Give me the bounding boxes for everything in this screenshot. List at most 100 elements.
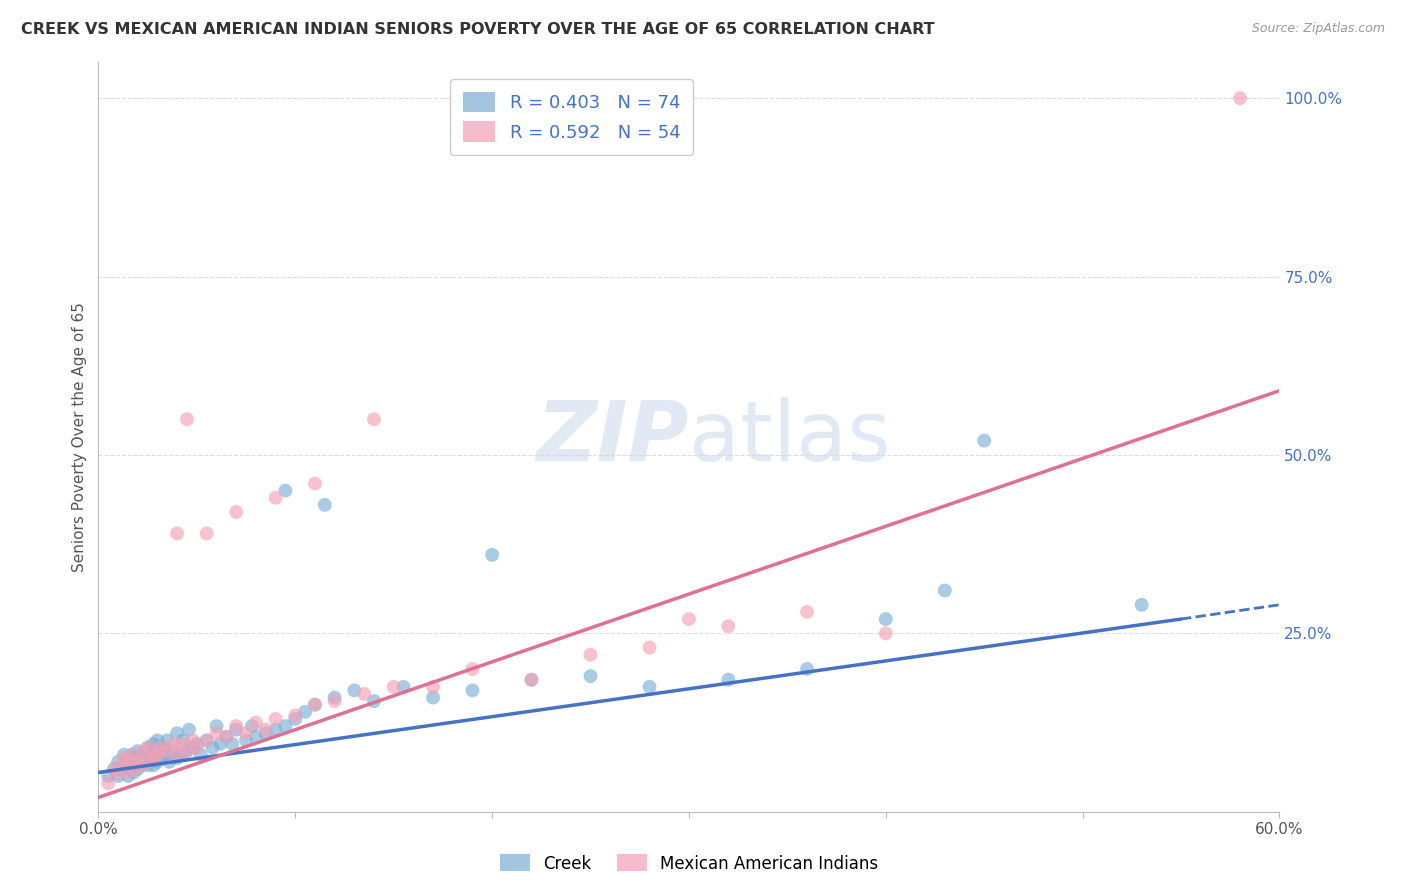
Point xyxy=(170,747,193,762)
Point xyxy=(323,690,346,705)
Point xyxy=(176,412,198,426)
Point xyxy=(166,526,188,541)
Point xyxy=(166,751,188,765)
Point xyxy=(875,612,897,626)
Point xyxy=(103,762,125,776)
Point xyxy=(127,755,149,769)
Point xyxy=(717,673,740,687)
Point xyxy=(117,755,139,769)
Point xyxy=(181,740,204,755)
Point xyxy=(186,740,208,755)
Point xyxy=(195,733,218,747)
Y-axis label: Seniors Poverty Over the Age of 65: Seniors Poverty Over the Age of 65 xyxy=(72,302,87,572)
Point xyxy=(195,733,218,747)
Point xyxy=(122,762,145,776)
Point xyxy=(131,747,153,762)
Point xyxy=(235,726,257,740)
Point xyxy=(254,723,277,737)
Point xyxy=(176,744,198,758)
Point xyxy=(138,740,160,755)
Point xyxy=(796,605,818,619)
Point xyxy=(107,755,129,769)
Text: atlas: atlas xyxy=(689,397,890,477)
Point xyxy=(172,733,194,747)
Point xyxy=(343,683,366,698)
Point xyxy=(422,680,444,694)
Point xyxy=(264,723,287,737)
Text: ZIP: ZIP xyxy=(536,397,689,477)
Point xyxy=(254,726,277,740)
Point xyxy=(131,758,153,772)
Point xyxy=(177,723,200,737)
Point xyxy=(117,769,139,783)
Point xyxy=(284,712,307,726)
Point xyxy=(136,740,159,755)
Point xyxy=(579,648,602,662)
Point xyxy=(422,690,444,705)
Point xyxy=(284,708,307,723)
Point xyxy=(170,737,193,751)
Point xyxy=(157,755,180,769)
Point xyxy=(97,776,120,790)
Point xyxy=(112,751,135,765)
Point xyxy=(264,491,287,505)
Point xyxy=(215,730,238,744)
Point xyxy=(118,755,141,769)
Point xyxy=(1229,91,1251,105)
Point xyxy=(127,744,149,758)
Point xyxy=(195,526,218,541)
Point xyxy=(225,719,247,733)
Point xyxy=(155,747,177,762)
Point xyxy=(122,751,145,765)
Point xyxy=(132,755,155,769)
Point xyxy=(221,737,243,751)
Point xyxy=(717,619,740,633)
Point xyxy=(323,694,346,708)
Point xyxy=(107,765,129,780)
Point xyxy=(304,698,326,712)
Point xyxy=(520,673,543,687)
Point xyxy=(225,723,247,737)
Point xyxy=(118,762,141,776)
Point xyxy=(875,626,897,640)
Legend: Creek, Mexican American Indians: Creek, Mexican American Indians xyxy=(494,847,884,880)
Point xyxy=(264,712,287,726)
Point xyxy=(678,612,700,626)
Point xyxy=(205,726,228,740)
Point xyxy=(461,683,484,698)
Point xyxy=(117,765,139,780)
Point xyxy=(481,548,503,562)
Point xyxy=(121,747,143,762)
Point xyxy=(132,744,155,758)
Point xyxy=(186,737,208,751)
Point xyxy=(136,755,159,769)
Point xyxy=(97,769,120,783)
Point xyxy=(363,694,385,708)
Point xyxy=(201,740,224,755)
Text: Source: ZipAtlas.com: Source: ZipAtlas.com xyxy=(1251,22,1385,36)
Point xyxy=(122,765,145,780)
Point xyxy=(304,698,326,712)
Point xyxy=(142,737,165,751)
Point xyxy=(520,673,543,687)
Point xyxy=(131,758,153,772)
Point xyxy=(166,747,188,762)
Point xyxy=(142,758,165,772)
Point xyxy=(146,755,169,769)
Point xyxy=(294,705,316,719)
Point xyxy=(146,747,169,762)
Point xyxy=(107,769,129,783)
Point xyxy=(162,744,184,758)
Text: CREEK VS MEXICAN AMERICAN INDIAN SENIORS POVERTY OVER THE AGE OF 65 CORRELATION : CREEK VS MEXICAN AMERICAN INDIAN SENIORS… xyxy=(21,22,935,37)
Point xyxy=(152,740,174,755)
Point xyxy=(215,730,238,744)
Point xyxy=(181,733,204,747)
Point xyxy=(314,498,336,512)
Point xyxy=(1130,598,1153,612)
Point xyxy=(127,762,149,776)
Point xyxy=(382,680,405,694)
Point xyxy=(190,747,212,762)
Point xyxy=(166,726,188,740)
Point xyxy=(245,730,267,744)
Point xyxy=(245,715,267,730)
